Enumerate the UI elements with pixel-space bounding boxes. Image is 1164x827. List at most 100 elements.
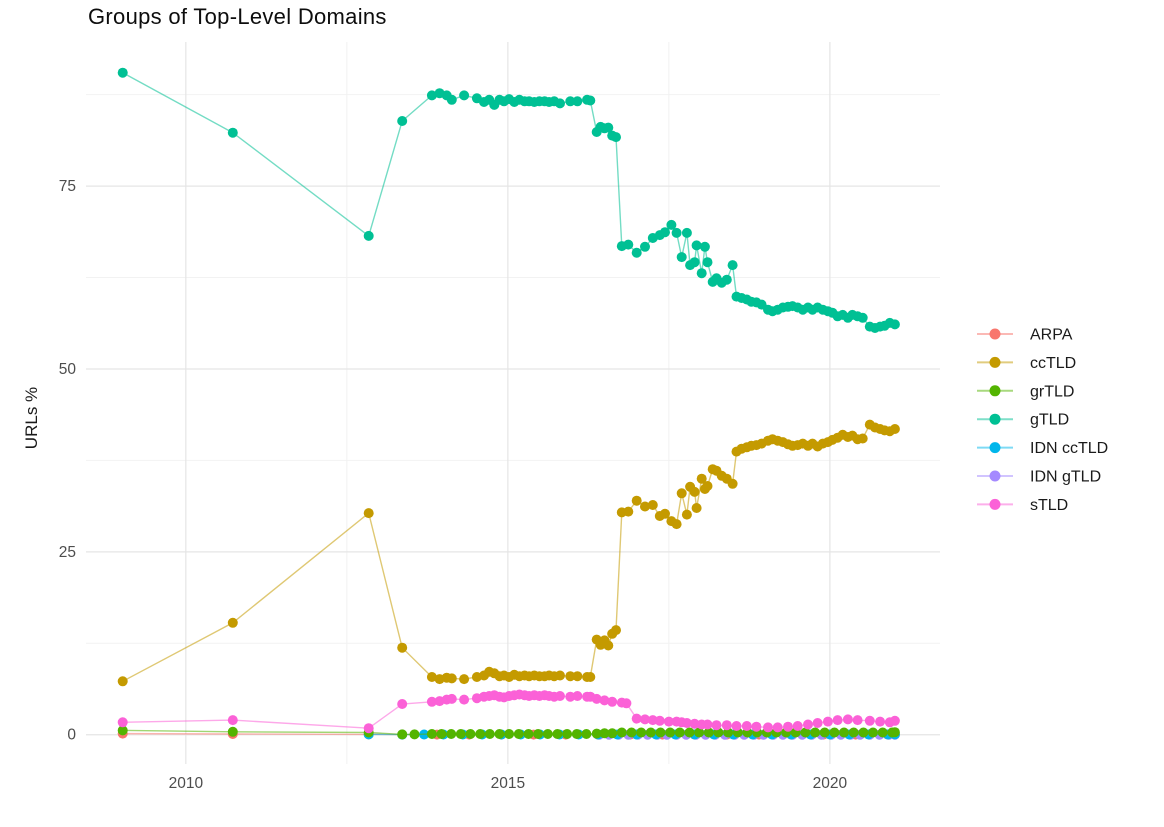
- data-point-stld: [711, 720, 722, 731]
- data-point-cctld: [611, 625, 621, 636]
- data-point-cctld: [702, 481, 713, 491]
- data-point-gtld: [603, 122, 614, 133]
- data-point-gtld: [565, 96, 576, 107]
- data-point-cctld: [555, 670, 565, 681]
- legend-key-dot-arpa: [989, 328, 1001, 340]
- data-point-cctld: [426, 672, 437, 682]
- data-point-gtld: [696, 268, 707, 279]
- data-point-cctld: [696, 473, 707, 484]
- data-point-cctld: [857, 433, 868, 444]
- data-point-grtld: [703, 727, 714, 738]
- data-point-gtld: [691, 240, 702, 251]
- data-point-cctld: [397, 642, 408, 653]
- legend-item-idn-cctld: IDN ccTLD: [977, 440, 1108, 457]
- data-point-grtld: [397, 729, 408, 740]
- legend-label-cctld: ccTLD: [1030, 355, 1076, 372]
- data-point-gtld: [555, 98, 565, 109]
- data-point-stld: [751, 721, 762, 732]
- data-point-cctld: [585, 672, 596, 682]
- data-point-grtld: [848, 727, 859, 738]
- data-point-grtld: [117, 725, 128, 736]
- data-point-grtld: [819, 727, 830, 738]
- data-point-grtld: [636, 727, 647, 738]
- data-point-stld: [621, 698, 632, 709]
- data-point-gtld: [702, 257, 713, 268]
- data-point-stld: [702, 719, 713, 730]
- data-point-gtld: [446, 94, 457, 105]
- y-tick-label: 0: [67, 727, 76, 744]
- data-point-cctld: [227, 617, 238, 628]
- data-point-gtld: [721, 274, 732, 285]
- data-point-gtld: [660, 227, 670, 238]
- data-point-grtld: [800, 727, 811, 738]
- data-point-stld: [832, 715, 843, 726]
- legend-item-arpa: ARPA: [977, 327, 1073, 344]
- data-point-cctld: [603, 640, 614, 651]
- data-point-grtld: [513, 729, 524, 739]
- data-point-grtld: [591, 728, 602, 739]
- data-point-gtld: [397, 116, 408, 126]
- legend-label-gtld: gTLD: [1030, 412, 1069, 429]
- data-point-gtld: [676, 252, 687, 263]
- data-point-grtld: [455, 729, 466, 739]
- series-line-gtld: [122, 72, 896, 329]
- data-point-stld: [721, 720, 732, 731]
- data-point-stld: [812, 718, 823, 728]
- data-point-gtld: [889, 319, 900, 330]
- data-point-grtld: [426, 729, 437, 739]
- legend-item-stld: sTLD: [977, 497, 1068, 514]
- data-point-gtld: [666, 219, 677, 230]
- data-point-stld: [822, 716, 833, 727]
- legend-label-idn-gtld: IDN gTLD: [1030, 469, 1101, 486]
- data-point-grtld: [655, 727, 666, 738]
- data-point-stld: [852, 715, 863, 726]
- data-point-cctld: [676, 488, 687, 499]
- data-point-grtld: [868, 727, 878, 738]
- data-point-grtld: [626, 727, 637, 738]
- data-point-grtld: [877, 727, 888, 738]
- data-point-gtld: [611, 132, 621, 143]
- data-point-grtld: [694, 727, 705, 738]
- data-point-cctld: [623, 506, 634, 517]
- data-point-cctld: [647, 500, 658, 510]
- data-point-stld: [875, 716, 886, 727]
- data-point-grtld: [523, 729, 534, 739]
- data-point-stld: [763, 722, 773, 733]
- data-point-grtld: [616, 727, 627, 738]
- data-point-gtld: [727, 260, 738, 271]
- data-point-gtld: [572, 96, 583, 107]
- data-point-grtld: [409, 729, 420, 740]
- data-point-grtld: [665, 727, 676, 738]
- legend-item-cctld: ccTLD: [977, 355, 1076, 372]
- legend-item-grtld: grTLD: [977, 383, 1074, 400]
- data-point-cctld: [681, 509, 692, 520]
- data-point-grtld: [571, 729, 582, 739]
- data-point-grtld: [645, 727, 656, 738]
- data-point-stld: [792, 721, 803, 731]
- data-point-gtld: [459, 90, 470, 101]
- data-point-stld: [640, 714, 650, 725]
- data-point-stld: [731, 721, 742, 731]
- data-point-grtld: [607, 728, 618, 739]
- x-tick-label: 2015: [491, 775, 525, 792]
- data-point-stld: [889, 715, 900, 726]
- legend-item-gtld: gTLD: [977, 412, 1069, 429]
- data-point-stld: [741, 721, 752, 731]
- data-point-grtld: [858, 727, 869, 738]
- data-point-grtld: [552, 729, 563, 739]
- y-tick-label: 75: [59, 178, 76, 195]
- data-point-grtld: [684, 727, 695, 738]
- legend-label-stld: sTLD: [1030, 497, 1068, 514]
- data-point-grtld: [494, 729, 505, 739]
- data-point-stld: [459, 694, 470, 705]
- data-point-gtld: [227, 127, 238, 138]
- legend: ARPA ccTLD grTLD gTLD IDN ccTLD IDN gTLD sTLD: [977, 327, 1108, 514]
- data-point-cctld: [117, 676, 128, 687]
- data-point-stld: [783, 721, 793, 732]
- data-point-grtld: [829, 727, 840, 738]
- data-point-grtld: [484, 729, 495, 739]
- data-point-grtld: [542, 729, 553, 739]
- data-point-stld: [681, 718, 692, 728]
- data-point-stld: [426, 696, 437, 707]
